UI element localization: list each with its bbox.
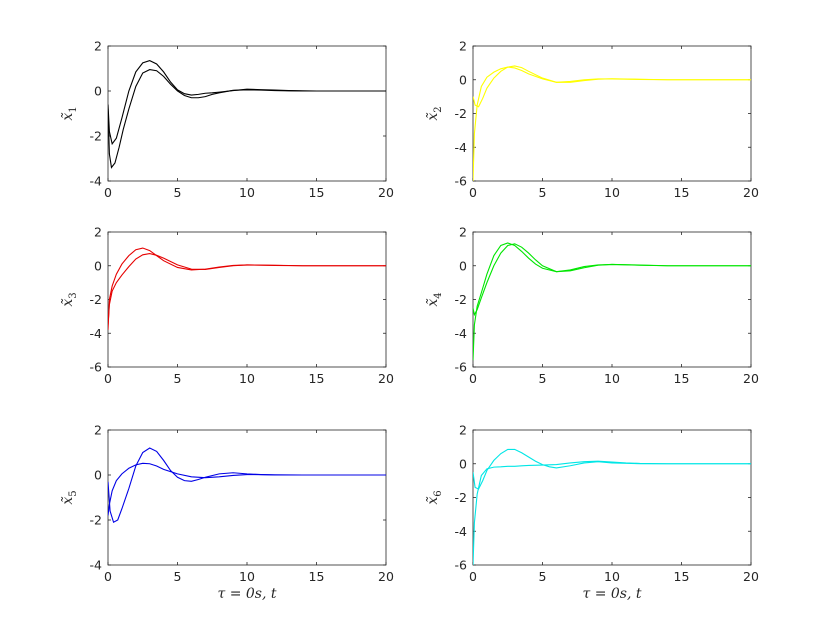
y-tick-label: -4 xyxy=(90,558,103,573)
y-axis-label-base: x̃ xyxy=(425,496,441,504)
y-tick-label: -2 xyxy=(455,106,467,121)
y-tick-label: 0 xyxy=(459,258,467,273)
y-tick-label: -4 xyxy=(455,326,468,341)
y-axis-label-base: x̃ xyxy=(425,112,441,120)
x-tick-label: 15 xyxy=(309,569,325,584)
x-tick-label: 10 xyxy=(604,569,620,584)
y-axis-label-base: x̃ xyxy=(60,298,76,306)
y-tick-label: 0 xyxy=(94,468,102,483)
y-tick-label: -6 xyxy=(455,174,468,189)
y-axis-label-subscript: 3 xyxy=(68,292,79,298)
y-axis-label-base: x̃ xyxy=(60,496,76,504)
y-tick-label: -2 xyxy=(455,490,467,505)
x-axis-label: τ = 0s, t xyxy=(218,586,277,602)
x-tick-label: 5 xyxy=(539,569,547,584)
subplot-4: 0 5 10 15 20 -6 -4 -2 0 2 x̃4 xyxy=(425,225,759,387)
y-tick-label: -6 xyxy=(455,360,468,375)
x-tick-label: 20 xyxy=(378,569,394,584)
x-tick-label: 5 xyxy=(174,185,182,200)
y-axis-label: x̃1 xyxy=(60,106,79,120)
y-axis-label-base: x̃ xyxy=(60,112,76,120)
y-tick-label: 2 xyxy=(459,225,467,240)
axes-frame xyxy=(472,429,752,566)
subplot-6: 0 5 10 15 20 -6 -4 -2 0 2 x̃6 τ = 0s, t xyxy=(425,423,759,603)
x-tick-label: 10 xyxy=(604,185,620,200)
y-tick-label: 2 xyxy=(94,423,102,438)
x-tick-label: 5 xyxy=(174,569,182,584)
x-tick-label: 20 xyxy=(743,371,759,386)
y-tick-label: -2 xyxy=(90,129,102,144)
x-tick-label: 20 xyxy=(378,371,394,386)
x-tick-label: 5 xyxy=(539,185,547,200)
y-tick-label: 0 xyxy=(459,72,467,87)
y-axis-label-base: x̃ xyxy=(425,298,441,306)
x-tick-label: 15 xyxy=(309,371,325,386)
x-tick-label: 5 xyxy=(539,371,547,386)
x-tick-label: 0 xyxy=(104,371,112,386)
y-tick-label: -6 xyxy=(455,558,468,573)
x-tick-label: 15 xyxy=(674,371,690,386)
x-tick-label: 10 xyxy=(604,371,620,386)
x-tick-label: 0 xyxy=(104,569,112,584)
y-tick-label: -2 xyxy=(90,513,102,528)
x-tick-label: 20 xyxy=(743,185,759,200)
series-line-2 xyxy=(108,60,386,146)
y-axis-label-subscript: 1 xyxy=(68,106,79,112)
y-tick-label: -6 xyxy=(90,360,103,375)
y-tick-label: 0 xyxy=(94,84,102,99)
y-tick-label: 2 xyxy=(94,225,102,240)
x-tick-label: 0 xyxy=(104,185,112,200)
y-tick-label: -4 xyxy=(90,174,103,189)
y-axis-label: x̃5 xyxy=(60,490,79,504)
x-tick-label: 20 xyxy=(378,185,394,200)
x-tick-label: 0 xyxy=(469,371,477,386)
y-tick-label: 2 xyxy=(94,39,102,54)
y-axis-label: x̃2 xyxy=(425,106,444,120)
x-tick-label: 15 xyxy=(309,185,325,200)
x-tick-label: 10 xyxy=(239,371,255,386)
y-tick-label: -2 xyxy=(90,292,102,307)
x-tick-label: 15 xyxy=(674,569,690,584)
x-tick-label: 5 xyxy=(174,371,182,386)
y-tick-label: 2 xyxy=(459,39,467,54)
x-tick-label: 10 xyxy=(239,185,255,200)
y-axis-label-subscript: 5 xyxy=(68,490,79,496)
y-axis-label-subscript: 4 xyxy=(433,292,444,298)
subplot-3: 0 5 10 15 20 -6 -4 -2 0 2 x̃3 xyxy=(60,225,394,387)
y-tick-label: -4 xyxy=(455,140,468,155)
x-tick-label: 0 xyxy=(469,569,477,584)
series-line-2 xyxy=(473,65,751,108)
y-axis-label: x̃6 xyxy=(425,490,444,504)
x-axis-label: τ = 0s, t xyxy=(583,586,642,602)
y-axis-label: x̃4 xyxy=(425,292,444,306)
x-tick-label: 20 xyxy=(743,569,759,584)
y-tick-label: -2 xyxy=(455,292,467,307)
series-line-2 xyxy=(108,253,386,325)
axes-frame xyxy=(472,231,752,368)
series-line-2 xyxy=(108,462,386,516)
series-line-2 xyxy=(473,243,751,317)
series-line-2 xyxy=(473,448,751,490)
y-axis-label-subscript: 6 xyxy=(433,490,444,496)
subplot-1: 0 5 10 15 20 -4 -2 0 2 x̃1 xyxy=(60,39,394,201)
axes-frame xyxy=(107,45,387,182)
y-tick-label: -4 xyxy=(90,326,103,341)
y-tick-label: 0 xyxy=(94,258,102,273)
axes-frame xyxy=(107,429,387,566)
y-tick-label: 0 xyxy=(459,456,467,471)
y-axis-label: x̃3 xyxy=(60,292,79,306)
y-axis-label-subscript: 2 xyxy=(433,106,444,112)
x-tick-label: 15 xyxy=(674,185,690,200)
y-tick-label: -4 xyxy=(455,524,468,539)
x-tick-label: 0 xyxy=(469,185,477,200)
axes-frame xyxy=(107,231,387,368)
x-tick-label: 10 xyxy=(239,569,255,584)
y-tick-label: 2 xyxy=(459,423,467,438)
